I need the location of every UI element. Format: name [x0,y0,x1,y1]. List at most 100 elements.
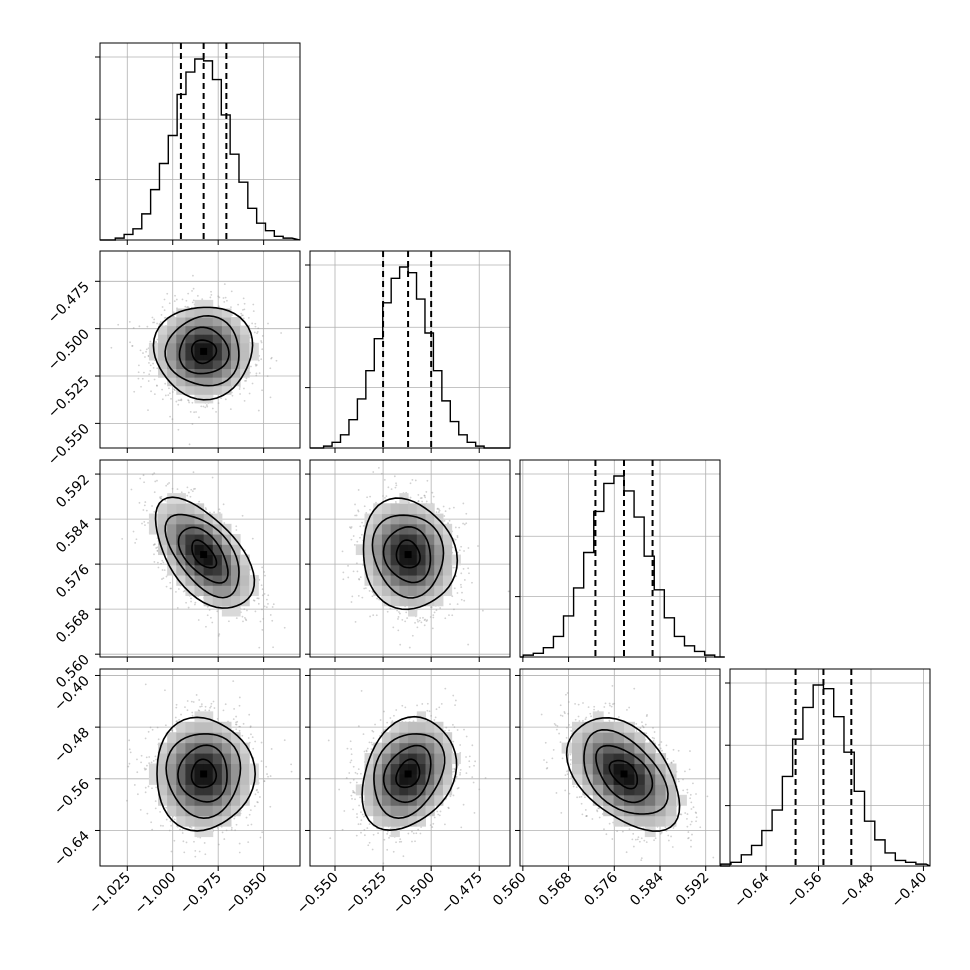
sample-point [438,509,441,512]
sample-point [448,614,450,617]
density-cell [425,575,435,586]
density-cell [185,585,196,597]
sample-point [198,416,200,419]
contour-line [362,497,459,611]
sample-point [160,313,163,316]
panel-body [100,251,300,448]
sample-point [349,526,351,529]
sample-point [261,335,264,337]
density-cell [203,595,214,607]
sample-point [131,344,134,347]
density-cell [158,334,168,344]
sample-point [216,610,219,613]
density-cell [399,534,409,545]
density-cell [167,342,177,352]
sample-point [153,393,156,396]
sample-point [223,283,226,286]
density-cell [185,503,196,515]
sample-point [151,473,154,476]
density-cell [249,585,259,597]
sample-point [238,388,241,390]
sample-point [180,399,183,402]
sample-point [444,510,447,513]
sample-point [267,322,269,325]
sample-point [397,616,400,618]
density-cell [203,342,214,352]
sample-point [350,601,353,603]
sample-point [130,488,133,491]
density-cell [434,575,444,586]
sample-point [155,340,157,343]
sample-point [269,367,272,370]
sample-point [189,495,192,498]
sample-point [362,524,365,527]
density-cell [416,564,427,576]
sample-point [253,331,256,334]
density-cell [408,564,418,576]
sample-point [147,521,149,524]
sample-point [186,494,189,497]
panels-layer: −0.64 −0.56 −0.48 −0.40−0.550−0.525−0.500−0… [45,42,931,917]
density-cell [425,513,435,525]
sample-point [187,399,189,401]
sample-point [218,633,221,636]
sample-point [254,363,257,366]
sample-point [140,385,142,388]
sample-point [463,579,466,581]
sample-point [138,325,141,328]
sample-point [454,526,457,529]
sample-point [252,310,255,313]
density-cell [212,377,223,387]
sample-point [206,606,209,608]
sample-point [143,371,145,374]
sample-point [270,357,273,360]
sample-point [417,500,420,503]
sample-point [371,590,374,593]
density-cell [221,585,232,597]
sample-point [387,486,390,489]
sample-point [222,503,225,506]
sample-point [416,626,419,629]
density-cell [434,564,444,576]
sample-point [190,600,192,603]
sample-point [181,298,184,301]
density-cell [390,503,400,515]
peak-marker [200,551,208,559]
sample-point [259,620,262,623]
density-cell [221,334,232,344]
sample-point [256,801,259,803]
density-cell [364,554,374,566]
y-tick-label: −0.500 [45,326,93,374]
sample-point [167,394,170,397]
sample-point [369,495,372,498]
sample-point [151,728,154,731]
sample-point [194,487,196,490]
sample-point [257,327,260,330]
sample-point [235,617,238,620]
sample-point [144,501,147,503]
density-cell [212,513,223,525]
sample-point [243,617,246,619]
sample-point [192,299,195,302]
sample-point [238,386,241,388]
sample-point [217,305,220,308]
sample-point [192,471,195,474]
density-cell [230,317,241,327]
sample-point [272,603,275,606]
density-cell [373,564,383,576]
sample-point [353,543,356,546]
sample-point [447,522,449,524]
sample-point [507,590,510,593]
sample-point [153,491,156,494]
sample-point [358,578,360,580]
sample-point [398,611,400,613]
sample-point [455,575,458,578]
density-cell [176,575,186,586]
density-cell [442,544,453,556]
density-cell [194,299,205,309]
density-cell [364,544,374,556]
sample-point [210,293,213,296]
density-cell [203,544,214,556]
density-cell [185,534,196,545]
sample-point [155,547,158,549]
